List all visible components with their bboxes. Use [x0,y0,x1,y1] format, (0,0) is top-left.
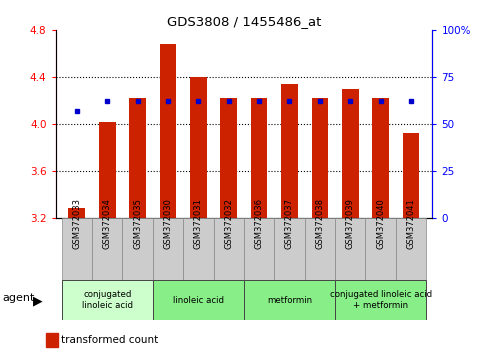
Text: GSM372030: GSM372030 [163,198,172,249]
Text: GSM372037: GSM372037 [285,198,294,249]
FancyBboxPatch shape [153,280,244,320]
Text: GSM372038: GSM372038 [315,198,325,249]
Title: GDS3808 / 1455486_at: GDS3808 / 1455486_at [167,15,321,28]
FancyBboxPatch shape [335,218,366,280]
Bar [312,98,328,218]
FancyBboxPatch shape [62,218,92,280]
FancyBboxPatch shape [396,218,426,280]
FancyBboxPatch shape [183,218,213,280]
Text: conjugated
linoleic acid: conjugated linoleic acid [82,290,133,310]
FancyBboxPatch shape [274,218,305,280]
Text: agent: agent [2,293,35,303]
FancyBboxPatch shape [153,218,183,280]
Text: linoleic acid: linoleic acid [173,296,224,304]
FancyBboxPatch shape [244,280,335,320]
Bar [281,84,298,218]
Text: GSM372033: GSM372033 [72,198,81,249]
Bar [251,98,268,218]
Text: transformed count: transformed count [61,335,158,345]
Text: GSM372034: GSM372034 [103,198,112,249]
Text: GSM372039: GSM372039 [346,198,355,249]
Text: GSM372032: GSM372032 [224,198,233,249]
FancyBboxPatch shape [213,218,244,280]
Text: GSM372031: GSM372031 [194,198,203,249]
FancyBboxPatch shape [62,280,153,320]
FancyBboxPatch shape [244,218,274,280]
Bar [372,98,389,218]
Bar [69,208,85,218]
Text: GSM372041: GSM372041 [407,198,415,249]
Bar [190,77,207,218]
Bar [342,89,358,218]
Text: GSM372040: GSM372040 [376,198,385,249]
FancyBboxPatch shape [92,218,122,280]
Bar [129,98,146,218]
Text: ▶: ▶ [33,294,43,307]
FancyBboxPatch shape [366,218,396,280]
Bar [159,44,176,218]
Text: GSM372036: GSM372036 [255,198,264,249]
Text: GSM372035: GSM372035 [133,198,142,249]
FancyBboxPatch shape [335,280,426,320]
Text: conjugated linoleic acid
+ metformin: conjugated linoleic acid + metformin [329,290,432,310]
Bar [99,121,115,218]
FancyBboxPatch shape [122,218,153,280]
Bar [403,133,419,218]
Text: metformin: metformin [267,296,312,304]
Bar [220,98,237,218]
FancyBboxPatch shape [305,218,335,280]
